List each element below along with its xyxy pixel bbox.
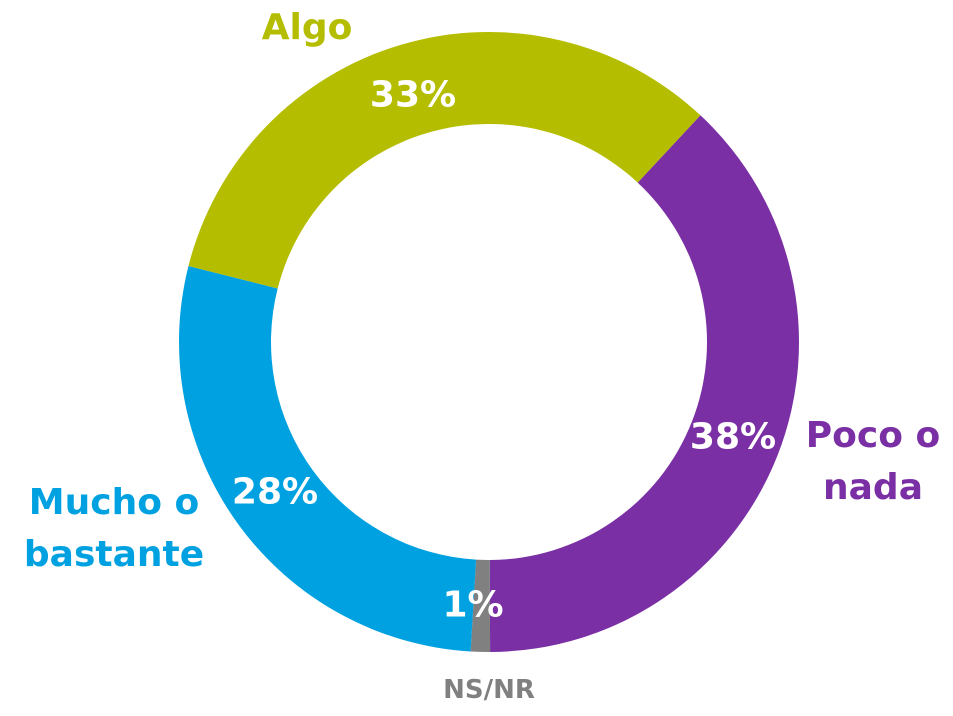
- donut-segment: [188, 32, 701, 289]
- value-label: 33%: [369, 74, 457, 116]
- category-label: Algo: [261, 7, 353, 48]
- donut-segment: [179, 265, 477, 652]
- value-label: 1%: [442, 584, 504, 626]
- value-label: 38%: [689, 416, 777, 458]
- category-label: Mucho o bastante: [23, 482, 205, 575]
- value-label: 28%: [231, 471, 319, 513]
- category-label: Poco o nada: [805, 415, 941, 508]
- donut-segment: [470, 559, 491, 652]
- donut-segment: [489, 115, 799, 652]
- category-label: NS/NR: [443, 675, 535, 705]
